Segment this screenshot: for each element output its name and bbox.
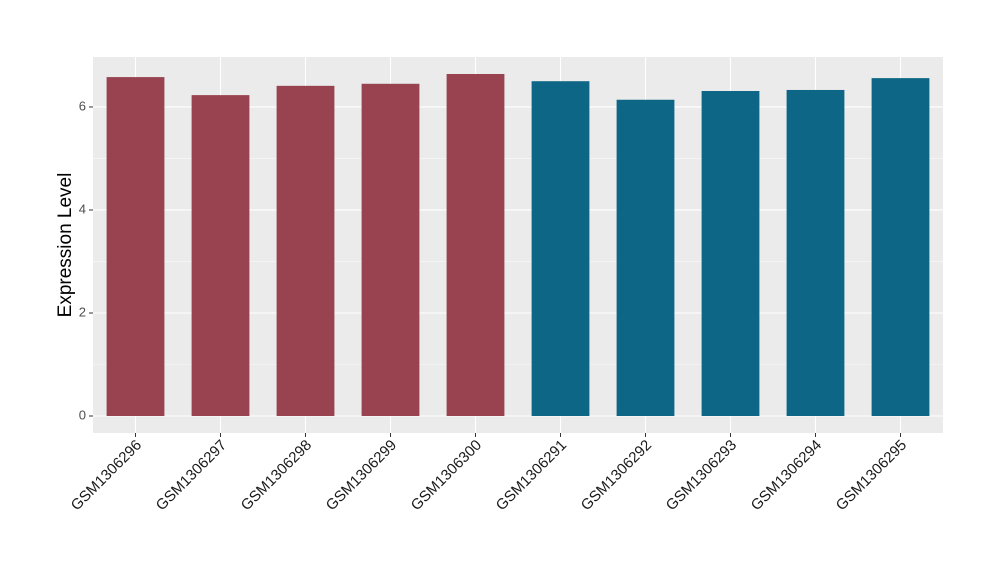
x-tick-label: GSM1306292: [578, 437, 655, 514]
x-tick-label: GSM1306295: [833, 437, 910, 514]
y-tick-label: 0: [79, 407, 86, 422]
x-tick-label: GSM1306299: [323, 437, 400, 514]
bar: [361, 83, 420, 417]
x-tick-label: GSM1306294: [748, 437, 825, 514]
bar: [871, 78, 930, 417]
bar: [531, 81, 590, 417]
bar: [446, 73, 505, 417]
y-tick-label: 4: [79, 201, 86, 216]
bar: [191, 95, 250, 417]
y-axis-label: Expression Level: [55, 173, 76, 318]
x-tick-label: GSM1306298: [238, 437, 315, 514]
x-tick-label: GSM1306297: [153, 437, 230, 514]
bar: [701, 90, 760, 417]
x-tick-label: GSM1306291: [493, 437, 570, 514]
x-tick-label: GSM1306296: [68, 437, 145, 514]
bar: [616, 99, 675, 417]
x-tick-label: GSM1306293: [663, 437, 740, 514]
bar: [276, 85, 335, 417]
y-tick-label: 2: [79, 304, 86, 319]
y-tick-label: 6: [79, 98, 86, 113]
bar: [786, 89, 845, 417]
x-tick-label: GSM1306300: [408, 437, 485, 514]
bar: [106, 77, 165, 417]
